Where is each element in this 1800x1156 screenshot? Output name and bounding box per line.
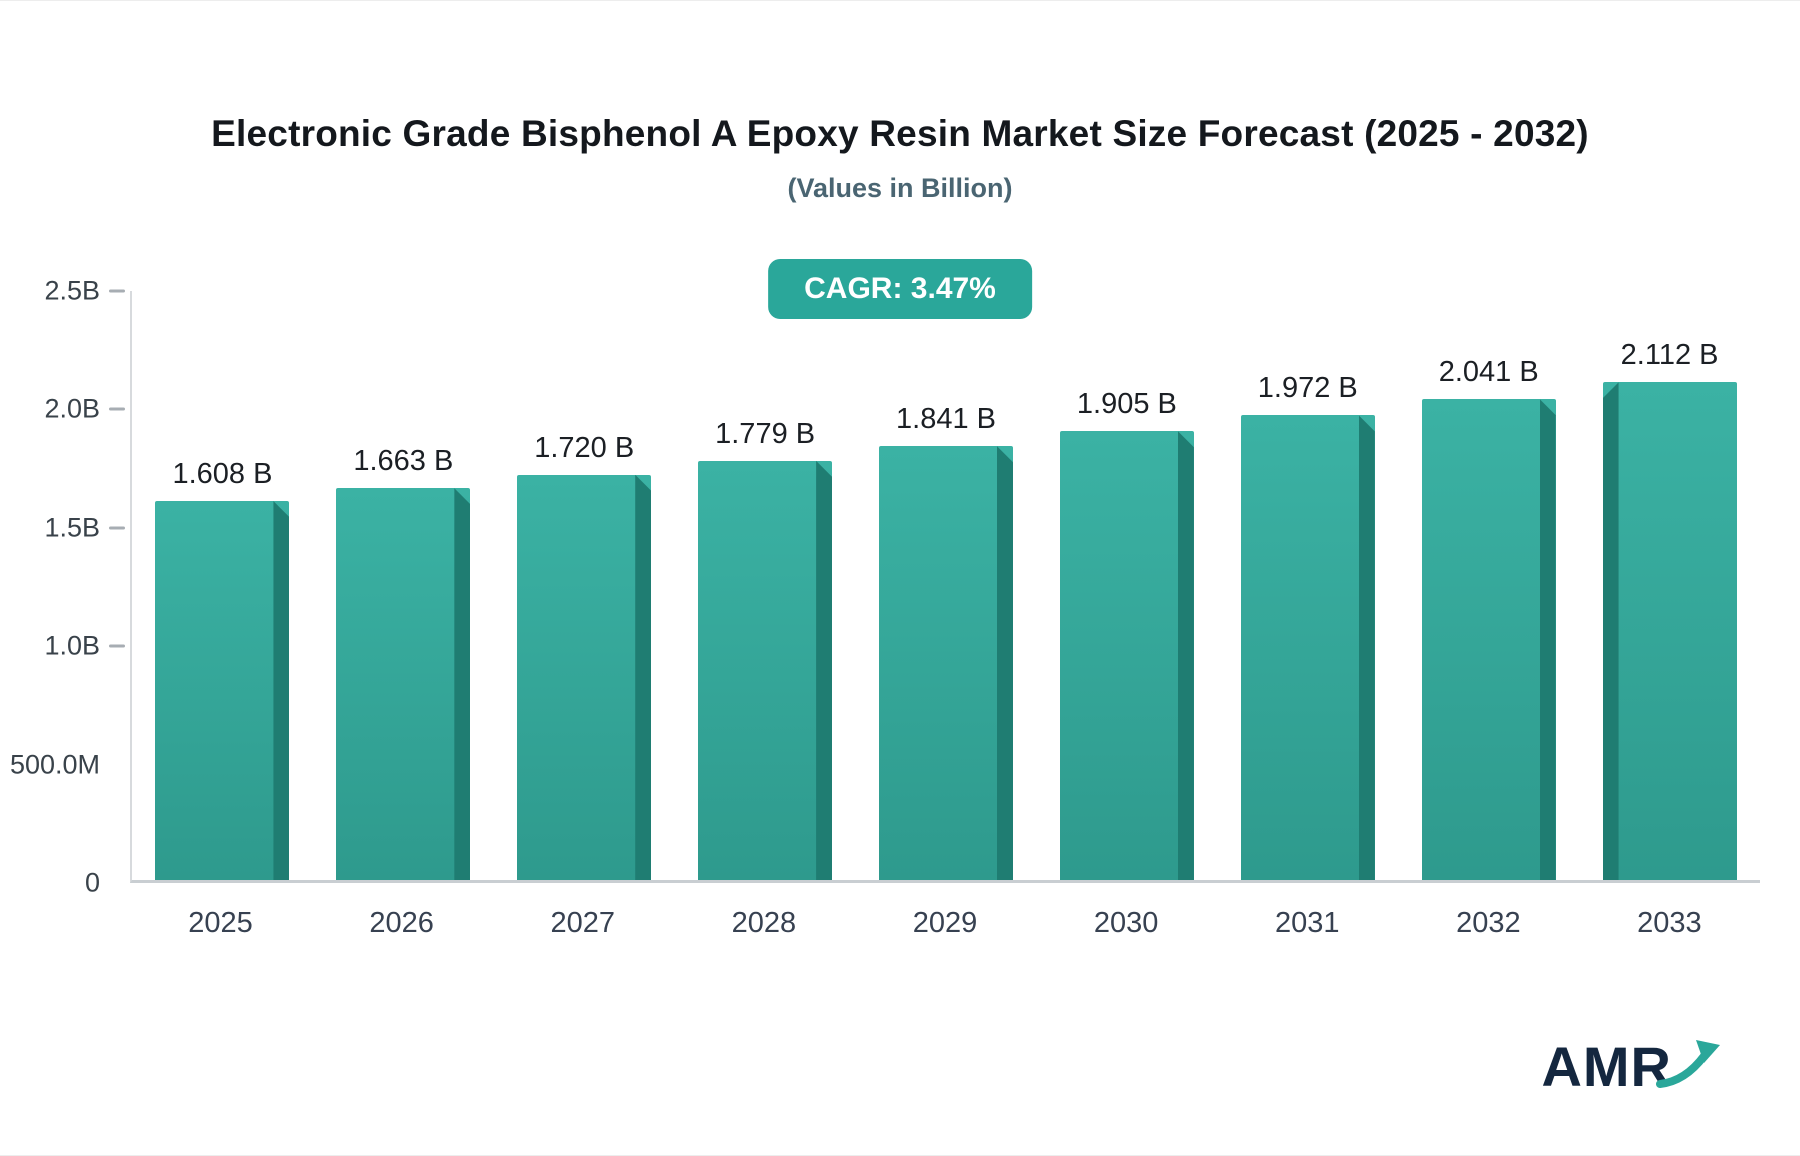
bar-side-shade bbox=[1358, 415, 1375, 880]
y-tick-label: 1.0B bbox=[44, 630, 100, 661]
x-tick-label: 2028 bbox=[731, 907, 797, 939]
x-tick-label: 2025 bbox=[188, 907, 253, 939]
y-tick: 0 bbox=[85, 868, 125, 899]
bar-2033 bbox=[1602, 382, 1737, 880]
amr-logo: AMR bbox=[1541, 1034, 1722, 1099]
bar-value-label: 1.972 B bbox=[1257, 372, 1358, 405]
y-tick-label: 500.0M bbox=[9, 749, 100, 780]
bar-value-label: 1.608 B bbox=[172, 458, 273, 491]
bar-column: 2.112 B bbox=[1579, 291, 1760, 880]
y-tick: 500.0M bbox=[10, 749, 125, 780]
y-tick-mark bbox=[109, 644, 125, 648]
bar-side-shade bbox=[1177, 431, 1194, 880]
y-tick-label: 1.5B bbox=[44, 512, 100, 543]
bar-value-label: 1.720 B bbox=[534, 431, 635, 464]
bar-value-label: 1.841 B bbox=[896, 403, 996, 436]
bar-2029 bbox=[879, 446, 1013, 880]
bar-side-shade bbox=[1539, 399, 1556, 880]
logo-arrow-icon bbox=[1656, 1039, 1720, 1088]
bar-side-shade bbox=[454, 488, 471, 880]
x-tick-label: 2027 bbox=[550, 907, 616, 939]
page-title: Electronic Grade Bisphenol A Epoxy Resin… bbox=[211, 113, 1589, 154]
bar-column: 1.720 B bbox=[494, 291, 675, 880]
x-tick-label: 2026 bbox=[369, 907, 434, 939]
y-tick-mark bbox=[109, 407, 125, 411]
bar-column: 2.041 B bbox=[1398, 291, 1579, 880]
bar-2030 bbox=[1059, 431, 1194, 880]
bar-column: 1.663 B bbox=[313, 291, 494, 880]
bar-2031 bbox=[1240, 415, 1375, 880]
x-tick-label: 2030 bbox=[1093, 907, 1159, 939]
y-tick-mark bbox=[109, 289, 125, 293]
plot-area: 1.608 B 1.663 B 1.720 B 1.779 B 1.841 B 1.905… bbox=[130, 291, 1760, 883]
bar-2032 bbox=[1421, 399, 1556, 880]
cagr-badge-label: CAGR: 3.47% bbox=[804, 272, 996, 305]
y-tick: 2.5B bbox=[44, 276, 125, 307]
x-axis-labels: 2025 2026 2027 2028 2029 2030 2031 2032 2033 bbox=[130, 907, 1760, 940]
x-tick-label: 2032 bbox=[1456, 907, 1521, 939]
y-tick: 1.0B bbox=[44, 631, 125, 662]
y-axis: 2.5B 2.0B 1.5B 1.0B 500.0M 0 bbox=[10, 276, 125, 898]
bar-2027 bbox=[517, 474, 652, 880]
bar-column: 1.905 B bbox=[1036, 291, 1217, 880]
bar-value-label: 2.112 B bbox=[1620, 339, 1719, 372]
bar-side-shade bbox=[997, 446, 1013, 880]
x-tick-label: 2031 bbox=[1274, 907, 1340, 939]
bar-column: 1.841 B bbox=[856, 291, 1037, 880]
bar-value-label: 1.779 B bbox=[715, 417, 816, 450]
bar-side-shade bbox=[273, 501, 290, 880]
cagr-badge: CAGR: 3.47% bbox=[768, 259, 1032, 319]
bar-side-shade bbox=[1602, 382, 1619, 880]
bar-column: 1.972 B bbox=[1217, 291, 1398, 880]
bar-side-shade bbox=[816, 460, 833, 880]
y-tick: 2.0B bbox=[44, 394, 125, 425]
y-tick-label: 2.0B bbox=[44, 393, 100, 424]
bar-column: 1.608 B bbox=[132, 291, 313, 880]
bars: 1.608 B 1.663 B 1.720 B 1.779 B 1.841 B 1.905… bbox=[132, 291, 1760, 880]
y-tick-label: 2.5B bbox=[44, 275, 100, 306]
y-tick: 1.5B bbox=[44, 512, 125, 543]
x-tick-label: 2033 bbox=[1637, 907, 1702, 939]
bar-column: 1.779 B bbox=[675, 291, 856, 880]
y-tick-mark bbox=[109, 526, 125, 530]
bar-side-shade bbox=[635, 474, 652, 880]
bar-value-label: 2.041 B bbox=[1438, 356, 1539, 389]
page-subtitle: (Values in Billion) bbox=[787, 173, 1013, 203]
bar-value-label: 1.663 B bbox=[353, 445, 454, 478]
bar-2028 bbox=[698, 460, 833, 880]
bar-chart: 2.5B 2.0B 1.5B 1.0B 500.0M 0 1.608 B 1.663 B 1.… bbox=[10, 276, 1760, 939]
y-tick-label: 0 bbox=[84, 867, 100, 898]
bar-2026 bbox=[336, 488, 471, 880]
bar-2025 bbox=[155, 501, 290, 880]
x-tick-label: 2029 bbox=[912, 907, 978, 939]
bar-value-label: 1.905 B bbox=[1076, 388, 1177, 421]
amr-logo-text: AMR bbox=[1541, 1035, 1672, 1098]
